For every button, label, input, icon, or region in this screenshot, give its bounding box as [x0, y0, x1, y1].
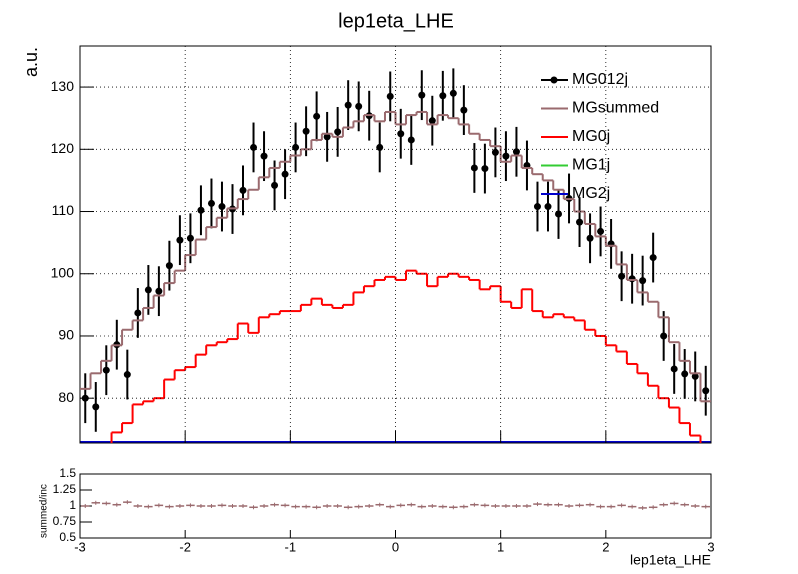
data-point [460, 106, 468, 114]
y-tick-label: 0.5 [59, 530, 76, 544]
data-point [576, 218, 584, 226]
data-point [176, 236, 184, 244]
data-point [197, 206, 205, 214]
data-point [449, 89, 457, 97]
data-point [470, 164, 478, 172]
y-tick-label: 110 [52, 202, 75, 218]
data-point [144, 286, 152, 294]
data-point [418, 91, 426, 99]
data-point [586, 234, 594, 242]
data-point [428, 117, 436, 125]
y-tick-label: 80 [58, 389, 74, 405]
data-point [155, 287, 163, 295]
x-axis-label: lep1eta_LHE [630, 552, 711, 568]
legend-label: MG0j [572, 128, 610, 145]
data-point [386, 92, 394, 100]
data-point [239, 186, 247, 194]
data-point [512, 148, 520, 156]
data-point [618, 272, 626, 280]
data-point [691, 372, 699, 380]
data-point [334, 128, 342, 136]
y-tick-label: 90 [58, 327, 74, 343]
y-tick-label: 1.5 [59, 466, 76, 480]
x-tick-label: -3 [74, 539, 86, 554]
data-point [491, 148, 499, 156]
x-tick-label: 1 [497, 539, 504, 554]
data-point [313, 112, 321, 120]
data-point [165, 262, 173, 270]
data-point [302, 127, 310, 135]
ratio-y-label: summed/inc [39, 484, 50, 538]
x-tick-label: -2 [179, 539, 191, 554]
y-tick-label: 100 [51, 264, 75, 280]
data-point [397, 130, 405, 138]
data-point [502, 152, 510, 160]
data-point [533, 203, 541, 211]
y-tick-label: 1.25 [53, 482, 77, 496]
data-point [555, 210, 563, 218]
data-point [271, 181, 279, 189]
data-point [660, 332, 668, 340]
data-point [649, 254, 657, 262]
data-point [681, 370, 689, 378]
data-point [481, 165, 489, 173]
data-point [102, 366, 110, 374]
data-point [376, 143, 384, 151]
data-point [281, 170, 289, 178]
legend-label: MG012j [572, 71, 628, 88]
chart-title: lep1eta_LHE [338, 10, 454, 32]
data-point [218, 203, 226, 211]
y-axis-label: a.u. [21, 47, 41, 77]
legend-label: MG1j [572, 157, 610, 174]
x-tick-label: -1 [285, 539, 297, 554]
legend-label: MGsummed [572, 100, 659, 117]
data-point [407, 136, 415, 144]
legend-label: MG2j [572, 185, 610, 202]
x-tick-label: 3 [707, 539, 714, 554]
data-point [639, 277, 647, 285]
y-tick-label: 1 [69, 498, 76, 512]
data-point [92, 403, 100, 411]
plot-area [80, 68, 711, 443]
y-tick-label: 130 [51, 78, 75, 94]
x-tick-label: 0 [392, 539, 399, 554]
data-point [323, 133, 331, 141]
x-tick-label: 2 [602, 539, 609, 554]
data-point [292, 143, 300, 151]
data-point [207, 199, 215, 207]
data-point [670, 365, 678, 373]
data-point [260, 152, 268, 160]
legend-marker [550, 76, 558, 84]
data-point [344, 101, 352, 109]
data-point [702, 387, 710, 395]
data-point [186, 234, 194, 242]
data-point [439, 92, 447, 100]
data-point [628, 275, 636, 283]
data-point [123, 371, 131, 379]
data-point [355, 102, 363, 110]
data-point [544, 203, 552, 211]
y-tick-label: 120 [51, 140, 75, 156]
y-tick-label: 0.75 [53, 514, 77, 528]
data-point [134, 309, 142, 317]
data-point [250, 143, 258, 151]
data-point [597, 227, 605, 235]
